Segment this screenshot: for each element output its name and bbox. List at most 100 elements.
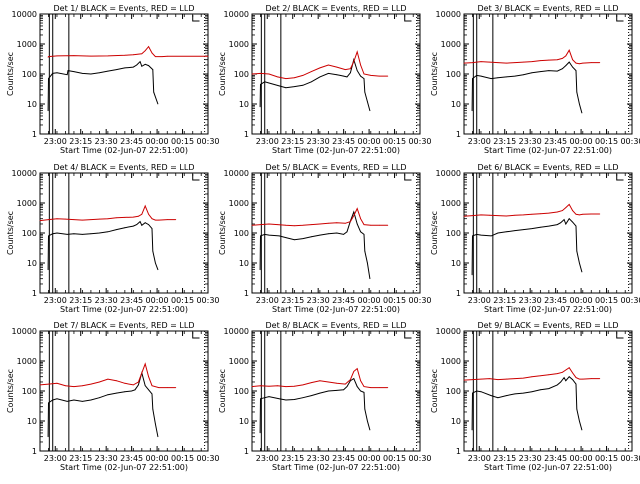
- x-tick-label: 00:00: [146, 137, 169, 146]
- data-point: [360, 218, 361, 220]
- x-tick-label: 23:45: [332, 296, 355, 305]
- data-point: [565, 55, 567, 57]
- data-point: [124, 382, 126, 384]
- x-tick-label: 23:30: [307, 296, 330, 305]
- y-tick-label: 100: [234, 229, 249, 238]
- y-tick-label: 100: [446, 387, 461, 396]
- data-point: [148, 376, 150, 378]
- x-tick-label: 23:00: [44, 296, 67, 305]
- x-tick-label: 00:15: [595, 137, 618, 146]
- data-point: [302, 75, 304, 76]
- x-tick-label: 23:15: [69, 296, 92, 305]
- data-point: [99, 218, 100, 220]
- y-tick-label: 1: [244, 130, 249, 139]
- series-line-black-events: [259, 57, 371, 111]
- data-point: [579, 420, 580, 422]
- x-axis-label: Start Time (02-Jun-07 22:51:00): [484, 305, 612, 314]
- x-tick-label: 00:00: [570, 454, 593, 463]
- data-point: [370, 224, 372, 226]
- data-point: [572, 210, 573, 212]
- data-point: [387, 75, 389, 77]
- x-tick-label: 00:00: [570, 137, 593, 146]
- data-point: [99, 72, 100, 74]
- data-point: [107, 378, 109, 380]
- data-point: [472, 392, 473, 394]
- detector-panel-6: Det 6/ BLACK = Events, RED = LLD 1 10 100 10…: [430, 163, 640, 314]
- data-point: [514, 75, 516, 77]
- data-point: [497, 77, 499, 79]
- data-point: [116, 380, 117, 382]
- data-point: [378, 387, 380, 388]
- data-point: [514, 62, 516, 63]
- plot-frame: [463, 330, 633, 452]
- data-point: [339, 75, 341, 76]
- data-point: [73, 386, 75, 387]
- data-point: [476, 75, 478, 76]
- data-point: [73, 71, 75, 72]
- x-tick-label: 23:15: [281, 296, 304, 305]
- data-point: [148, 46, 150, 47]
- panel-title: Det 1/ BLACK = Events, RED = LLD: [54, 4, 195, 13]
- data-point: [264, 81, 266, 83]
- x-tick-label: 23:00: [468, 454, 491, 463]
- data-point: [124, 227, 126, 229]
- panel-title: Det 9/ BLACK = Events, RED = LLD: [478, 321, 619, 330]
- x-tick-label: 23:00: [256, 137, 279, 146]
- series-line-red-lld: [47, 45, 208, 58]
- data-point: [56, 382, 58, 384]
- data-point: [363, 386, 365, 387]
- data-point: [99, 381, 100, 383]
- data-point: [124, 54, 126, 56]
- data-point: [556, 384, 558, 386]
- data-point: [360, 390, 361, 392]
- detector-panel-9: Det 9/ BLACK = Events, RED = LLD 1 10 100 10…: [430, 321, 640, 472]
- x-tick-label: 00:00: [146, 454, 169, 463]
- data-point: [90, 55, 92, 57]
- x-tick-label: 23:45: [544, 454, 567, 463]
- data-point: [556, 224, 558, 226]
- data-point: [540, 375, 541, 377]
- data-point: [476, 234, 478, 235]
- data-point: [260, 73, 261, 74]
- data-point: [364, 408, 366, 410]
- data-point: [356, 386, 358, 387]
- data-point: [52, 73, 54, 74]
- data-point: [497, 62, 499, 63]
- data-point: [369, 278, 371, 280]
- data-point: [151, 228, 153, 230]
- y-tick-label: 10: [239, 100, 249, 109]
- data-point: [144, 205, 146, 207]
- data-point: [575, 377, 577, 378]
- data-point: [302, 84, 304, 86]
- x-tick-label: 23:15: [281, 137, 304, 146]
- data-point: [82, 401, 83, 402]
- data-point: [278, 398, 280, 400]
- data-point: [151, 52, 153, 54]
- x-tick-label: 23:45: [120, 137, 143, 146]
- data-point: [148, 213, 150, 215]
- data-point: [90, 219, 92, 221]
- y-axis-label: Counts/sec: [430, 211, 439, 255]
- data-point: [144, 63, 146, 65]
- x-tick-label: 00:30: [196, 137, 219, 146]
- y-tick-label: 1: [32, 130, 37, 139]
- data-point: [356, 223, 358, 225]
- data-point: [47, 110, 49, 112]
- data-point: [346, 76, 348, 78]
- data-point: [48, 402, 49, 404]
- data-point: [360, 75, 361, 77]
- x-tick-label: 00:15: [171, 137, 194, 146]
- data-point: [506, 231, 507, 233]
- data-point: [575, 62, 577, 64]
- data-point: [523, 74, 524, 76]
- data-point: [356, 368, 358, 369]
- data-point: [311, 236, 312, 238]
- x-tick-label: 23:45: [120, 454, 143, 463]
- panel-title: Det 2/ BLACK = Events, RED = LLD: [266, 4, 407, 13]
- y-tick-label: 10000: [224, 10, 249, 19]
- data-point: [576, 250, 578, 252]
- data-point: [124, 217, 126, 218]
- data-point: [471, 274, 473, 276]
- data-point: [531, 228, 533, 230]
- data-point: [141, 65, 143, 67]
